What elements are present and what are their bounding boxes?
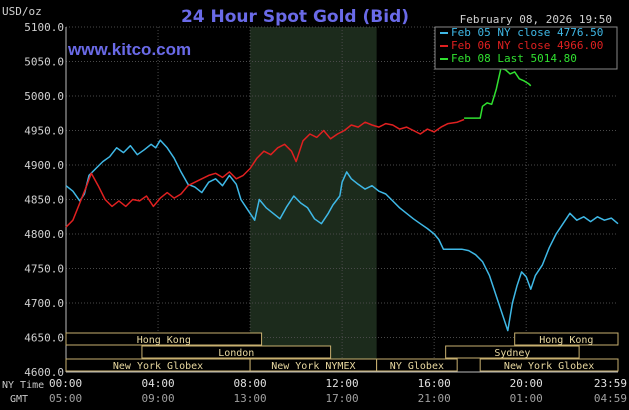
session-box (479, 358, 619, 372)
x-tick-ny: 08:00 (234, 377, 267, 390)
legend-entry: Feb 08 Last 5014.80 (451, 52, 577, 65)
y-tick-label: 4750.0 (24, 263, 64, 276)
x-tick-gmt: 17:00 (326, 392, 359, 405)
y-tick-label: 4950.0 (24, 125, 64, 138)
x-tick-ny: 12:00 (326, 377, 359, 390)
session-bar: Sydney (445, 345, 580, 359)
x-tick-ny: 20:00 (510, 377, 543, 390)
session-label: New York NYMEX (271, 361, 355, 372)
session-box (514, 332, 619, 346)
nymex-session-highlight (250, 27, 377, 372)
x-tick-ny: 16:00 (418, 377, 451, 390)
x-tick-gmt: 21:00 (418, 392, 451, 405)
x-axis-tick-labels: 00:00 05:00 04:00 09:00 08:00 13:00 12:00 17:00… (49, 377, 627, 405)
series-line-feb-06 (65, 118, 465, 228)
gmt-axis-label: GMT (10, 394, 28, 405)
session-label: NY Globex (390, 361, 444, 372)
brand-watermark: www.kitco.com (67, 40, 191, 59)
x-tick-gmt: 13:00 (234, 392, 267, 405)
x-tick-gmt: 01:00 (510, 392, 543, 405)
x-tick-ny: 04:00 (141, 377, 174, 390)
x-tick-gmt: 09:00 (141, 392, 174, 405)
legend-box (434, 26, 618, 70)
y-tick-label: 5050.0 (24, 56, 64, 69)
session-bar: New York Globex (65, 358, 251, 372)
x-tick-ny: 23:59 (594, 377, 627, 390)
x-tick-ny: 00:00 (49, 377, 82, 390)
session-box (141, 345, 332, 359)
y-tick-label: 4600.0 (24, 366, 64, 379)
x-tick-gmt: 04:59 (594, 392, 627, 405)
session-label: New York Globex (113, 361, 203, 372)
y-tick-label: 5000.0 (24, 90, 64, 103)
session-bar: New York Globex (479, 358, 619, 372)
session-bar: New York NYMEX (249, 358, 378, 372)
y-tick-label: 4700.0 (24, 297, 64, 310)
y-axis-unit-label: USD/oz (2, 5, 42, 18)
x-tick-gmt: 05:00 (49, 392, 82, 405)
date-stamp: February 08, 2026 19:50 (460, 13, 612, 26)
session-bar: Hong Kong (514, 332, 619, 346)
session-box (376, 358, 458, 372)
session-label: Sydney (494, 348, 530, 359)
y-tick-label: 4800.0 (24, 228, 64, 241)
y-tick-label: 4900.0 (24, 159, 64, 172)
session-label: New York Globex (504, 361, 594, 372)
legend-entry: Feb 06 NY close 4966.00 (451, 39, 603, 52)
session-box (65, 332, 263, 346)
market-sessions: Hong Kong Hong Kong London Sydney New York G… (65, 332, 619, 372)
session-label: London (218, 348, 254, 359)
legend-entry: Feb 05 NY close 4776.50 (451, 26, 603, 39)
session-bar: NY Globex (376, 358, 458, 372)
session-label: Hong Kong (137, 335, 191, 346)
session-box (445, 345, 580, 359)
y-tick-label: 4650.0 (24, 332, 64, 345)
session-bar: Hong Kong (65, 332, 263, 346)
y-axis-tick-labels: 5100.0 5050.0 5000.0 4950.0 4900.0 4850.0 4800… (24, 21, 64, 379)
y-tick-label: 5100.0 (24, 21, 64, 34)
y-tick-label: 4850.0 (24, 194, 64, 207)
series-line-feb-05 (65, 139, 619, 332)
session-label: Hong Kong (539, 335, 593, 346)
ny-time-axis-label: NY Time (2, 380, 44, 391)
chart-title: 24 Hour Spot Gold (Bid) (181, 7, 409, 27)
session-bar: London (141, 345, 332, 359)
